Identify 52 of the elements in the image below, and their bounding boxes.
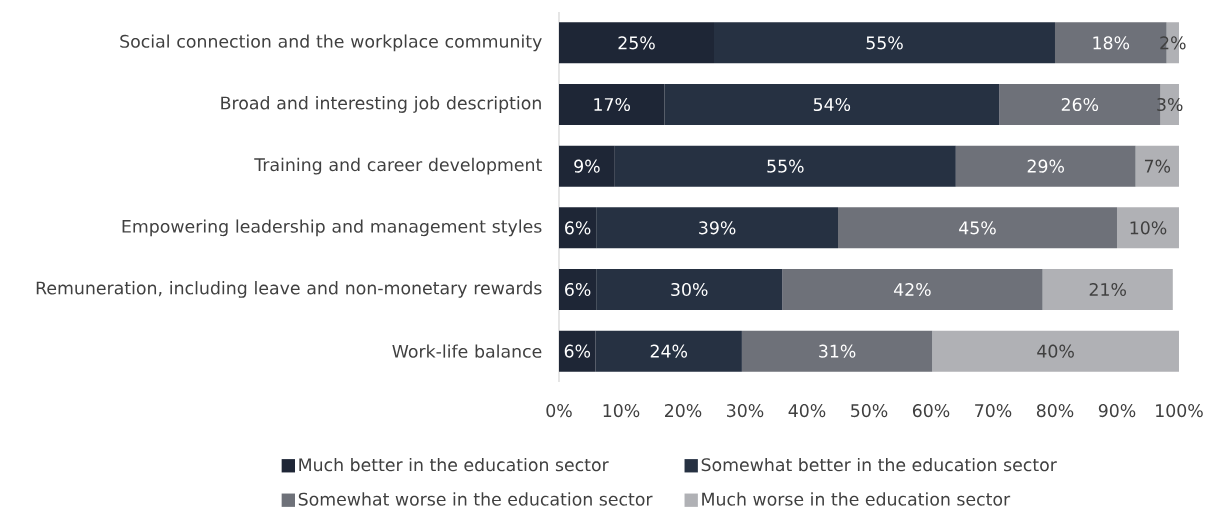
bar	[932, 330, 1179, 372]
x-tick-label: 100%	[1156, 404, 1203, 418]
x-tick-label: 70%	[975, 404, 1012, 418]
x-tick-label: 40%	[788, 404, 826, 418]
data-label: 17%	[594, 97, 631, 112]
data-label: 6%	[565, 221, 591, 235]
data-label: 55%	[866, 36, 903, 50]
bar	[1135, 145, 1179, 187]
data-label: 10%	[1130, 221, 1167, 235]
data-label: 26%	[1061, 97, 1099, 112]
x-tick-label: 0%	[546, 404, 572, 418]
data-label: 45%	[959, 221, 996, 235]
data-label: 6%	[564, 344, 591, 358]
x-tick-label: 90%	[1098, 404, 1136, 418]
data-label: 42%	[893, 282, 931, 297]
legend-label: Much better in the education sector	[299, 457, 609, 472]
data-label: 40%	[1037, 344, 1074, 358]
legend-label: Somewhat better in the education sector	[701, 457, 1057, 472]
x-tick-label: 10%	[603, 404, 640, 418]
data-label: 39%	[699, 221, 736, 235]
x-tick-label: 80%	[1036, 404, 1074, 418]
data-label: 55%	[767, 159, 804, 173]
bar	[1116, 207, 1179, 249]
data-label: 54%	[813, 97, 851, 112]
data-label: 7%	[1144, 159, 1171, 173]
x-tick-label: 20%	[665, 404, 702, 418]
y-tick-label: Remuneration, including leave and non-monetary rewards	[36, 281, 542, 298]
x-tick-label: 30%	[727, 404, 764, 418]
data-label: 25%	[618, 36, 655, 50]
data-label: 31%	[819, 344, 856, 358]
bar	[741, 330, 933, 372]
data-label: 2%	[1160, 36, 1186, 50]
data-label: 21%	[1089, 282, 1126, 297]
legend-label: Much worse in the education sector	[702, 492, 1011, 506]
bar	[955, 145, 1136, 187]
y-tick-label: Empowering leadership and management styles	[122, 219, 542, 237]
y-tick-label: Work-life balance	[392, 344, 542, 358]
bar	[838, 207, 1117, 249]
y-tick-label: Social connection and the workplace community	[120, 34, 542, 52]
x-tick-label: 50%	[851, 404, 888, 418]
data-label: 24%	[650, 344, 688, 358]
y-tick-label: Training and career development	[254, 157, 542, 175]
bar	[782, 268, 1043, 310]
legend-label: Somewhat worse in the education sector	[298, 492, 653, 506]
x-tick-label: 60%	[912, 404, 950, 418]
data-label: 6%	[565, 282, 591, 297]
data-label: 9%	[574, 159, 600, 173]
bar	[1042, 268, 1173, 310]
y-tick-label: Broad and interesting job description	[221, 96, 541, 113]
data-label: 29%	[1027, 159, 1064, 173]
data-label: 30%	[671, 282, 708, 297]
data-label: 18%	[1093, 36, 1130, 50]
